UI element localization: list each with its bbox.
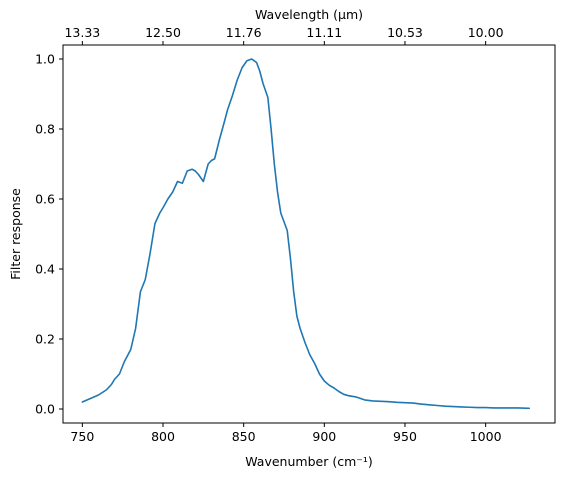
top-x-axis-label: Wavelength (μm)	[255, 7, 363, 22]
x-tick-label: 1000	[470, 429, 502, 444]
x-axis-label: Wavenumber (cm⁻¹)	[245, 454, 372, 469]
x-tick-label: 800	[151, 429, 175, 444]
top-x-axis: 13.33 12.50 11.76 11.11 10.53 10.00	[64, 25, 504, 45]
y-tick-label: 0.4	[35, 262, 55, 277]
y-tick-label: 1.0	[35, 52, 55, 67]
axes-frame	[62, 44, 556, 424]
bottom-x-axis: 750 800 850 900 950 1000	[70, 423, 502, 444]
top-tick-label: 11.11	[306, 25, 342, 40]
top-tick-label: 11.76	[226, 25, 262, 40]
x-tick-label: 850	[232, 429, 256, 444]
top-tick-label: 12.50	[145, 25, 181, 40]
top-tick-label: 10.00	[468, 25, 504, 40]
y-tick-label: 0.6	[35, 192, 55, 207]
top-tick-label: 13.33	[64, 25, 100, 40]
x-tick-label: 750	[70, 429, 94, 444]
y-tick-label: 0.2	[35, 332, 55, 347]
x-tick-label: 900	[312, 429, 336, 444]
y-axis-label: Filter response	[8, 188, 23, 280]
y-tick-label: 0.8	[35, 122, 55, 137]
filter-response-line	[81, 58, 530, 410]
y-tick-label: 0.0	[35, 402, 55, 417]
top-tick-label: 10.53	[387, 25, 423, 40]
y-axis: 0.0 0.2 0.4 0.6 0.8 1.0	[35, 52, 63, 417]
x-tick-label: 950	[393, 429, 417, 444]
